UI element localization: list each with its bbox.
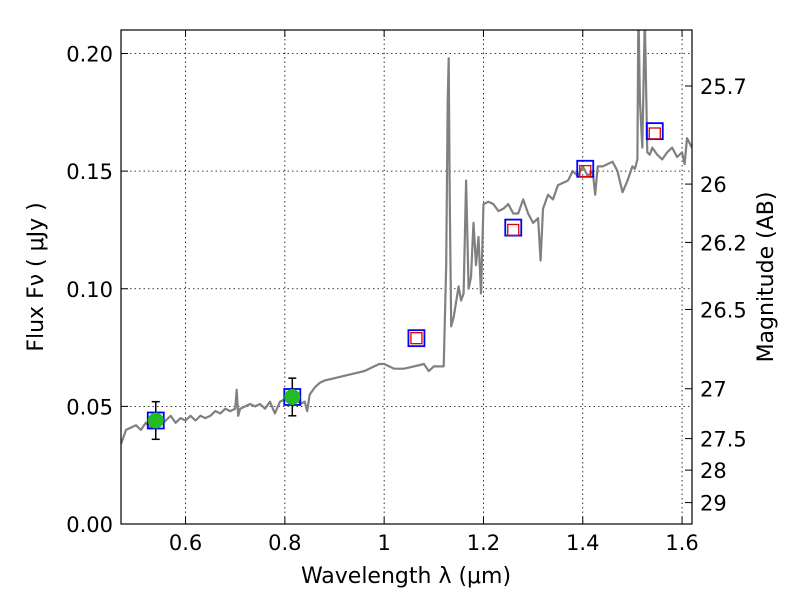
model-flux-square-red: [507, 223, 520, 237]
y2-tick-label: 26: [700, 173, 727, 197]
model-flux-square-red: [648, 127, 661, 140]
x-tick-label: 1: [377, 531, 390, 555]
observed-flux-point: [147, 412, 164, 429]
model-flux-square-red: [410, 332, 423, 345]
x-tick-label: 1.4: [566, 531, 599, 555]
y-tick-label: 0.20: [66, 43, 113, 67]
y2-tick-label: 27.5: [700, 428, 747, 452]
y2-axis-label: Magnitude (AB): [754, 192, 779, 363]
axis-ticks: [121, 30, 692, 525]
x-tick-label: 1.2: [467, 531, 500, 555]
y2-tick-label: 27: [700, 378, 727, 402]
y2-tick-label: 28: [700, 459, 727, 483]
tick-labels: 0.6 0.8 1 1.2 1.4 1.6 0.00 0.05 0.10 0.15 0.20 25.7…: [66, 43, 747, 555]
observed-flux-point: [284, 388, 301, 405]
y-tick-label: 0.00: [66, 513, 113, 537]
y2-tick-label: 29: [700, 492, 727, 516]
y-axis-label: Flux Fν ( μJy ): [24, 202, 49, 351]
model-sed-series: [121, 30, 692, 445]
plot-frame: [120, 29, 693, 525]
y2-tick-label: 26.5: [700, 298, 747, 322]
y-tick-label: 0.10: [66, 278, 113, 302]
x-tick-label: 1.6: [665, 531, 698, 555]
x-tick-label: 0.8: [268, 531, 301, 555]
y-tick-label: 0.05: [66, 395, 113, 419]
y2-tick-label: 25.7: [700, 75, 747, 99]
model-flux-square-red: [579, 164, 592, 178]
x-axis-label: Wavelength λ (μm): [301, 564, 511, 589]
y2-tick-label: 26.2: [700, 231, 747, 255]
grid-lines: [121, 30, 692, 524]
photometry-markers: [146, 122, 664, 441]
y-tick-label: 0.15: [66, 160, 113, 184]
sed-line: [121, 30, 692, 445]
model-flux-square-blue: [407, 329, 426, 348]
x-tick-label: 0.6: [169, 531, 202, 555]
